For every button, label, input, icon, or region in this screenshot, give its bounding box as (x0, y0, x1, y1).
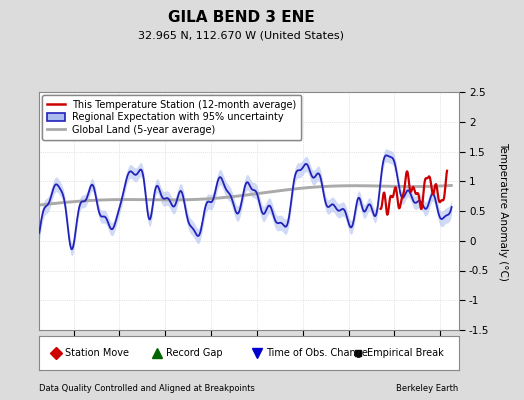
Text: Record Gap: Record Gap (166, 348, 223, 358)
Text: Station Move: Station Move (66, 348, 129, 358)
Text: Empirical Break: Empirical Break (367, 348, 444, 358)
Text: Time of Obs. Change: Time of Obs. Change (267, 348, 368, 358)
Text: Data Quality Controlled and Aligned at Breakpoints: Data Quality Controlled and Aligned at B… (39, 384, 255, 393)
Legend: This Temperature Station (12-month average), Regional Expectation with 95% uncer: This Temperature Station (12-month avera… (42, 95, 301, 140)
Text: 32.965 N, 112.670 W (United States): 32.965 N, 112.670 W (United States) (138, 30, 344, 40)
Y-axis label: Temperature Anomaly (°C): Temperature Anomaly (°C) (498, 142, 508, 280)
Text: GILA BEND 3 ENE: GILA BEND 3 ENE (168, 10, 314, 25)
Text: Berkeley Earth: Berkeley Earth (396, 384, 458, 393)
